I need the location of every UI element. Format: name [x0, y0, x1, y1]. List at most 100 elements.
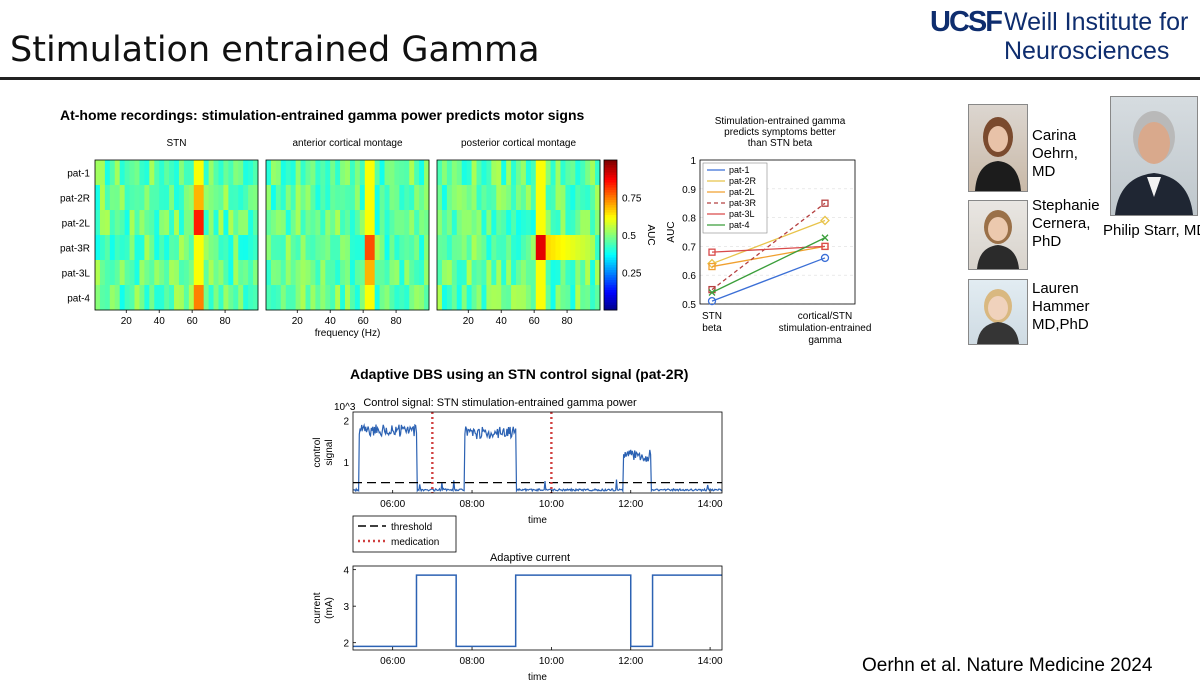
heatmap-cell [310, 260, 316, 286]
colorbar-segment [604, 285, 617, 288]
heatmap-cell [119, 235, 126, 261]
heatmap-cell [476, 260, 482, 286]
heatmap-cell [359, 260, 366, 286]
y-axis-label: AUC [666, 221, 677, 242]
heatmap-cell [124, 285, 130, 311]
heatmap-cell [208, 185, 214, 211]
heatmap-cell [325, 235, 331, 261]
heatmap-cell [315, 185, 321, 211]
heatmap-cell [481, 285, 487, 311]
heatmap-cell [466, 260, 472, 286]
x-tick-label: 12:00 [618, 656, 643, 667]
heatmap-cell [560, 185, 566, 211]
heatmap-cell [218, 235, 224, 261]
legend-label: pat-4 [729, 220, 750, 230]
heatmap-cell [384, 285, 390, 311]
heatmap-cell [501, 160, 507, 186]
heatmap-cell [570, 160, 576, 186]
colorbar-segment [604, 167, 617, 171]
heatmap-cell [159, 210, 165, 236]
heatmap-cell [379, 235, 385, 261]
heatmap-cell [540, 285, 547, 311]
heatmap-cell [374, 285, 381, 311]
heatmap-cell [198, 285, 205, 311]
heatmap-cell [535, 185, 542, 211]
x-tick-label: 40 [496, 316, 508, 327]
heatmap-cell [345, 210, 351, 236]
heatmap-cell [114, 285, 121, 311]
heatmap-cell [285, 235, 292, 261]
heatmap-cell [545, 235, 552, 261]
y-tick-label: 0.5 [682, 300, 696, 311]
heatmap-cell [95, 160, 101, 186]
x-tick-label: 20 [463, 316, 475, 327]
colorbar-segment [604, 197, 617, 201]
colorbar-segment [604, 257, 617, 261]
heatmap-cell [441, 285, 448, 311]
heatmap-cell [570, 185, 576, 211]
heatmap-cell [243, 235, 249, 261]
heatmap-cell [248, 210, 254, 236]
heatmap-cell [285, 210, 292, 236]
y-tick-label: 0.9 [682, 185, 696, 196]
heatmap-cell [164, 160, 170, 186]
heatmap-cell [169, 185, 175, 211]
heatmap-cell [119, 260, 126, 286]
heatmap-cell [238, 285, 244, 311]
heatmap-cell [325, 185, 331, 211]
heatmap-cell [169, 210, 175, 236]
x-tick-label: 60 [358, 316, 370, 327]
heatmap-cell [354, 160, 361, 186]
heatmap-cell [404, 285, 410, 311]
heatmap-cell [525, 210, 532, 236]
y-tick-label: 2 [343, 416, 349, 427]
heatmap-cell [270, 185, 277, 211]
colorbar-segment [604, 295, 617, 298]
heatmap-cell [550, 160, 556, 186]
heatmap-cell [213, 210, 219, 236]
heatmap-cell [446, 235, 453, 261]
heatmap-cell [124, 235, 130, 261]
heatmap-cell [104, 285, 111, 311]
data-point [708, 262, 716, 271]
heatmap-cell [456, 210, 463, 236]
heatmap-cell [154, 235, 160, 261]
heatmap-cell [491, 285, 497, 311]
photo-philip-starr [1110, 96, 1198, 216]
heatmap-cell [595, 285, 601, 311]
heatmap-cell [414, 210, 420, 236]
colorbar-segment [604, 187, 617, 191]
colorbar-segment [604, 267, 617, 271]
heatmap-cell [198, 185, 205, 211]
heatmap-cell [149, 235, 155, 261]
heatmap-cell [575, 160, 581, 186]
heatmap-cell [565, 160, 571, 186]
heatmap-cell [325, 210, 331, 236]
heatmap-cell [248, 235, 254, 261]
heatmap-cell [364, 235, 371, 261]
row-label: pat-3L [62, 269, 91, 280]
colorbar-segment [604, 270, 617, 273]
heatmap-cell [441, 260, 448, 286]
heatmap-cell [178, 260, 185, 286]
heatmap-cell [300, 210, 306, 236]
heatmap-cell [169, 285, 175, 311]
colorbar-segment [604, 282, 617, 286]
heatmap-cell [409, 160, 415, 186]
legend-label: pat-3R [729, 198, 757, 208]
heatmap-cell [295, 210, 301, 236]
heatmap-cell [570, 210, 576, 236]
heatmap-cell [203, 285, 210, 311]
heatmap-cell [320, 285, 326, 311]
heatmap-cell [139, 285, 145, 311]
heatmap-cell [516, 235, 522, 261]
heatmap-cell [174, 160, 180, 186]
heatmap-cell [399, 285, 405, 311]
colorbar-segment [604, 227, 617, 231]
heatmap-cell [188, 285, 195, 311]
heatmap-cell [178, 185, 185, 211]
heatmap-cell [471, 160, 477, 186]
heatmap-cell [511, 160, 517, 186]
heatmap-cell [374, 260, 381, 286]
heatmap-cell [389, 210, 395, 236]
